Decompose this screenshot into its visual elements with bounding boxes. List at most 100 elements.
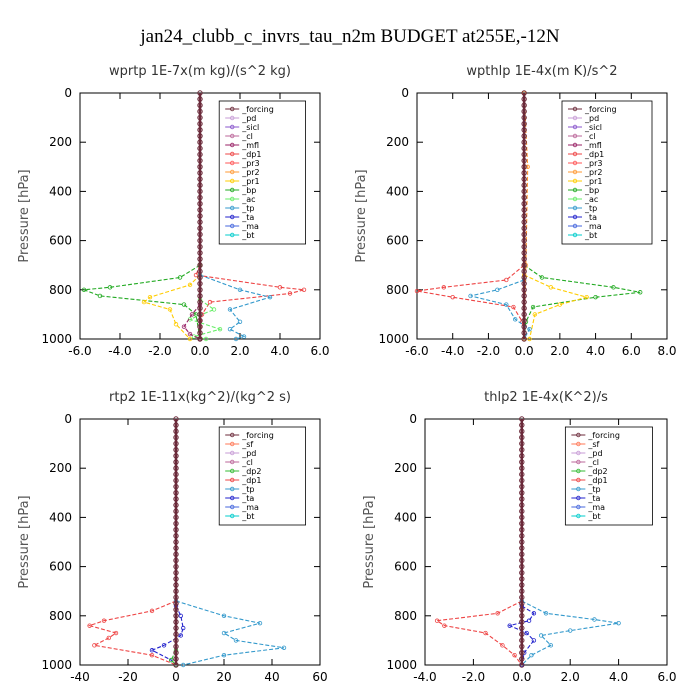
series-marker [241, 334, 247, 339]
series-marker [87, 623, 92, 628]
series-marker [197, 317, 203, 324]
series-marker [519, 520, 525, 527]
x-tick-label: 0.0 [190, 344, 209, 358]
series-marker [548, 285, 554, 290]
series-marker [197, 170, 203, 176]
series-marker [197, 287, 203, 293]
x-tick-label: 6.0 [310, 344, 329, 358]
chart-panel-2: wpthlp 1E-4x(m K)/s^2 -6.0 -4.0 -2.0 0.0 2.0 4… [354, 64, 677, 358]
panel-title: rtp2 1E-11x(kg^2)/(kg^2 s) [109, 390, 291, 405]
legend-entry: _tp [241, 485, 254, 494]
series-marker [197, 231, 203, 238]
series-marker [519, 557, 525, 564]
series-marker [521, 311, 527, 318]
legend-marker [229, 205, 235, 211]
legend-marker [576, 432, 581, 438]
legend-marker [572, 223, 578, 229]
series-marker [611, 285, 616, 290]
legend-marker [572, 214, 578, 220]
series-marker [521, 151, 527, 158]
legend-entry: _ta [584, 213, 597, 222]
series-marker [521, 114, 527, 121]
legend-marker [229, 468, 235, 474]
legend-entry: _tp [584, 204, 597, 213]
legend-marker [576, 441, 581, 447]
series-marker [521, 213, 527, 219]
legend-marker [572, 160, 578, 166]
series-line-dp1 [435, 600, 523, 666]
series-marker [203, 336, 209, 342]
y-tick-label: 1000 [41, 332, 72, 346]
series-marker [519, 434, 525, 441]
y-tick-label: 600 [386, 234, 409, 248]
series-marker [521, 305, 527, 311]
x-tick-label: -4.0 [413, 670, 436, 684]
series-marker [519, 428, 525, 434]
series-marker [519, 465, 525, 471]
series-marker [217, 326, 223, 332]
legend-entry: _cl [241, 458, 253, 467]
series-marker [521, 108, 527, 115]
series-marker [81, 287, 87, 292]
series-marker [197, 305, 203, 311]
legend-entry: _sf [241, 440, 253, 449]
series-marker [519, 514, 525, 521]
series-marker [161, 643, 167, 648]
legend-entry: _bt [587, 512, 600, 521]
series-line-tp [521, 600, 619, 666]
series-marker [207, 299, 213, 305]
legend-entry: _dp1 [584, 150, 604, 159]
legend-entry: _cl [241, 132, 253, 141]
chart-panel-3: rtp2 1E-11x(kg^2)/(kg^2 s)-40 -20 0 20 40 600… [17, 390, 328, 684]
legend-marker [229, 486, 235, 492]
legend-marker [229, 459, 235, 465]
series-marker [519, 477, 525, 484]
series-marker [592, 617, 597, 622]
legend-marker [229, 223, 235, 229]
series-marker [521, 287, 527, 293]
x-tick-label: 4.0 [586, 344, 605, 358]
series-marker [521, 250, 527, 256]
legend-marker [572, 124, 578, 130]
legend-marker [229, 495, 235, 501]
panel-title: thlp2 1E-4x(K^2)/s [484, 390, 608, 405]
legend-entry: _bt [241, 512, 254, 521]
series-marker [197, 293, 203, 299]
series-marker [173, 662, 179, 668]
series-marker [519, 496, 525, 502]
y-tick-label: 1000 [378, 332, 409, 346]
series-marker [519, 508, 525, 514]
series-marker [197, 280, 203, 287]
main-title: jan24_clubb_c_invrs_tau_n2m BUDGET at255… [139, 26, 559, 47]
series-marker [197, 145, 203, 152]
legend-entry: _ta [241, 494, 254, 503]
series-marker [539, 275, 545, 280]
series-marker [197, 151, 203, 158]
series-marker [173, 527, 179, 533]
x-tick-label: 2.0 [550, 344, 569, 358]
series-marker [638, 290, 643, 295]
series-marker [187, 331, 193, 337]
series-marker [92, 643, 97, 648]
series-marker [529, 652, 534, 658]
series-marker [521, 176, 527, 182]
legend-entry: _forcing [584, 105, 617, 114]
series-marker [197, 256, 203, 262]
series-marker [197, 127, 203, 133]
series-marker [113, 630, 119, 636]
series-marker [267, 294, 273, 300]
series-marker [197, 299, 203, 305]
chart-panel-1: wprtp 1E-7x(m kg)/(s^2 kg) -6.0 -4.0 -2.0 0.… [17, 64, 330, 358]
x-tick-label: -4.0 [108, 344, 131, 358]
series-marker [521, 127, 527, 133]
series-marker [584, 294, 589, 300]
series-marker [519, 422, 525, 428]
x-tick-label: 8.0 [657, 344, 676, 358]
y-tick-label: 1000 [41, 658, 72, 672]
series-marker [197, 121, 203, 127]
series-marker [173, 643, 179, 650]
series-marker [519, 490, 525, 496]
series-marker [197, 102, 203, 109]
legend-entry: _tp [587, 485, 600, 494]
legend-marker [572, 169, 578, 175]
